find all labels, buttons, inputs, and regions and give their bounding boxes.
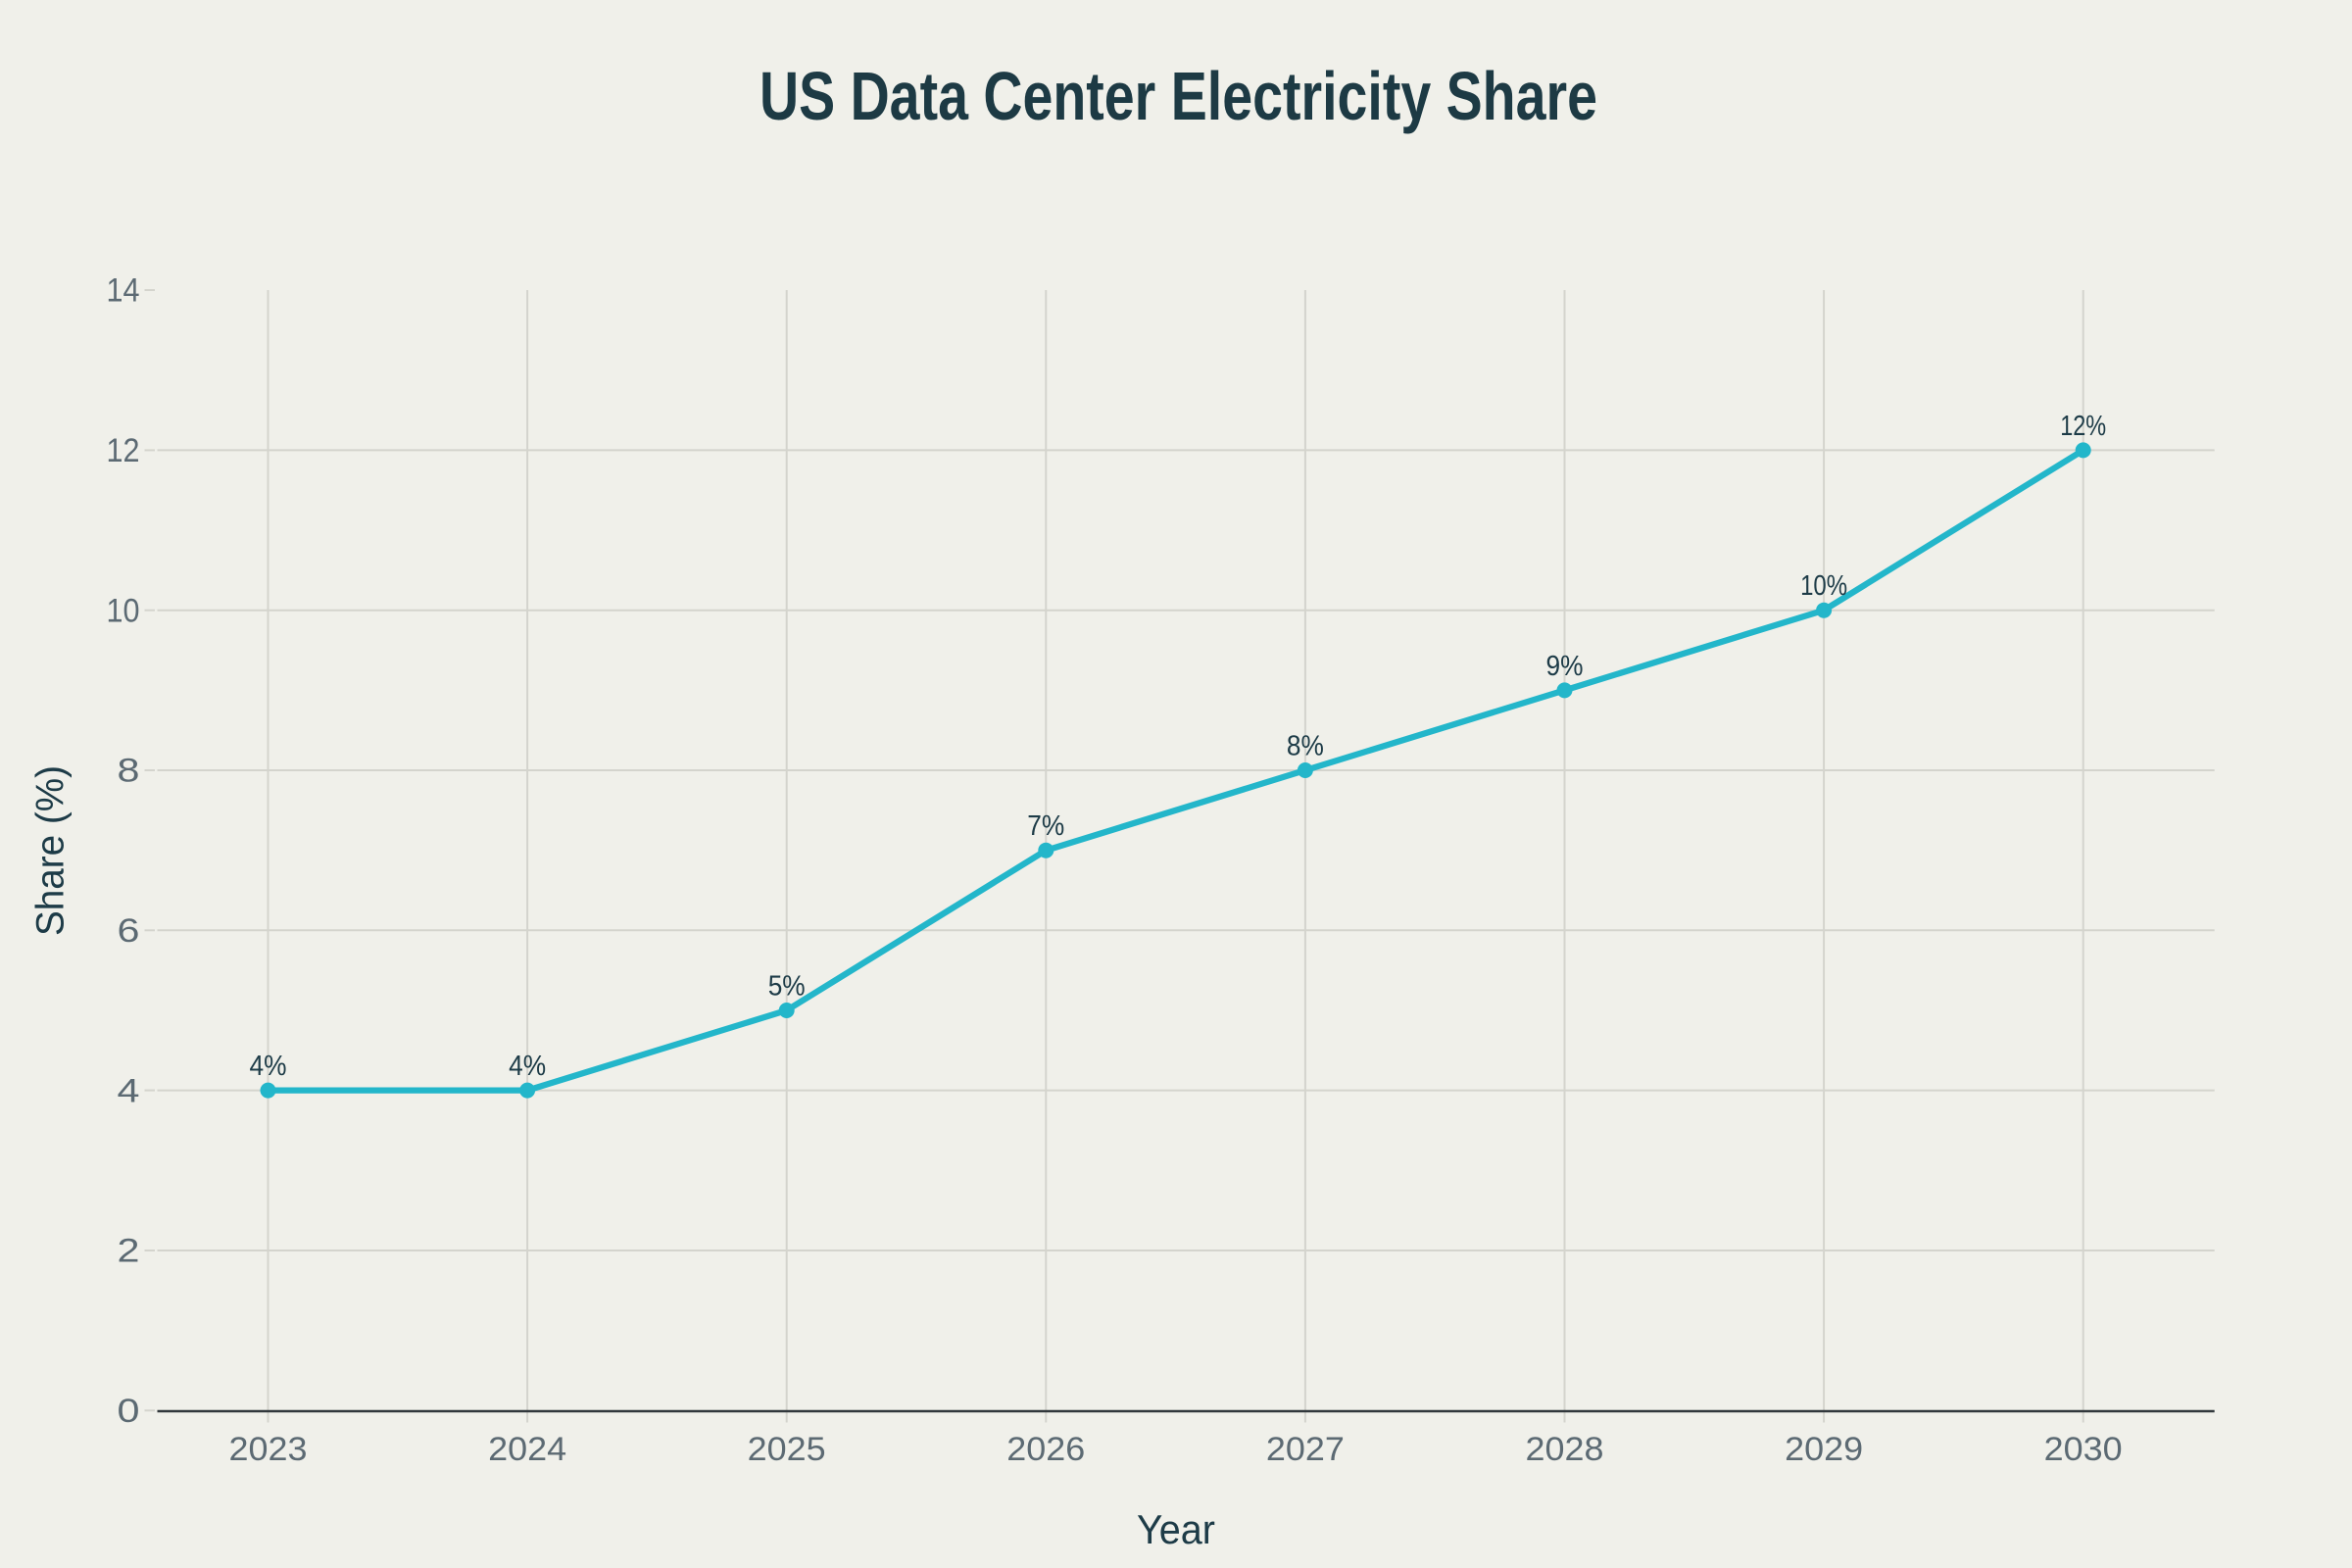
svg-text:12: 12 bbox=[107, 432, 140, 469]
svg-text:2028: 2028 bbox=[1526, 1431, 1604, 1468]
svg-text:2: 2 bbox=[118, 1233, 140, 1270]
svg-text:US Data Center Electricity Sha: US Data Center Electricity Share bbox=[760, 58, 1597, 134]
svg-text:2029: 2029 bbox=[1785, 1431, 1863, 1468]
svg-text:9%: 9% bbox=[1546, 651, 1584, 682]
svg-text:12%: 12% bbox=[2060, 411, 2106, 442]
svg-text:4: 4 bbox=[118, 1072, 140, 1109]
svg-text:2030: 2030 bbox=[2044, 1431, 2123, 1468]
svg-text:2023: 2023 bbox=[229, 1431, 308, 1468]
svg-text:2027: 2027 bbox=[1266, 1431, 1345, 1468]
svg-text:2024: 2024 bbox=[488, 1431, 566, 1468]
svg-text:4%: 4% bbox=[250, 1051, 287, 1082]
svg-text:0: 0 bbox=[118, 1393, 140, 1430]
svg-text:8: 8 bbox=[118, 753, 140, 790]
svg-text:10: 10 bbox=[107, 592, 140, 629]
svg-text:2026: 2026 bbox=[1006, 1431, 1085, 1468]
svg-text:Year: Year bbox=[1137, 1506, 1215, 1552]
svg-text:6: 6 bbox=[118, 912, 140, 950]
svg-text:8%: 8% bbox=[1287, 731, 1324, 762]
svg-text:5%: 5% bbox=[768, 971, 806, 1003]
svg-text:14: 14 bbox=[107, 272, 140, 310]
svg-text:4%: 4% bbox=[509, 1051, 546, 1082]
svg-text:Share (%): Share (%) bbox=[29, 765, 73, 936]
svg-text:2025: 2025 bbox=[748, 1431, 826, 1468]
svg-text:7%: 7% bbox=[1027, 810, 1064, 842]
svg-text:10%: 10% bbox=[1800, 570, 1847, 602]
